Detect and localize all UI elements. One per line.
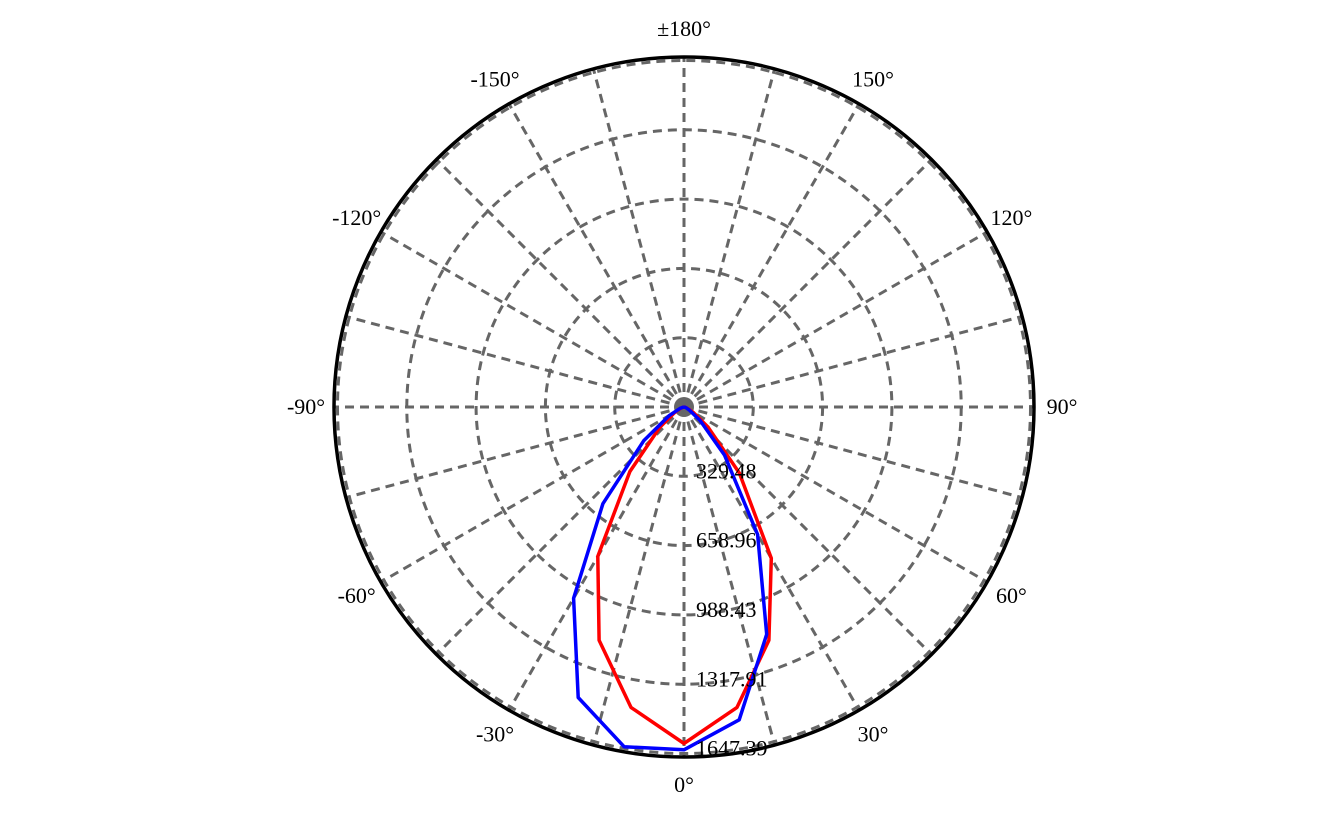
theta-tick-label: -120° xyxy=(332,205,381,230)
spoke-grid-line xyxy=(683,405,1023,500)
spoke-grid-line xyxy=(683,230,988,409)
spoke-grid-line xyxy=(591,68,686,408)
outer-circle xyxy=(332,55,1036,759)
ring-grid-line xyxy=(405,128,963,686)
r-tick-label: 1317.91 xyxy=(696,666,768,691)
ring-grid-line xyxy=(543,266,825,548)
spoke-grid-line xyxy=(682,68,777,408)
theta-tick-label: -150° xyxy=(470,67,519,92)
theta-tick-label: -60° xyxy=(338,583,376,608)
theta-tick-label: 120° xyxy=(990,205,1032,230)
ring-grid-line xyxy=(474,197,894,617)
theta-tick-label: -90° xyxy=(287,394,325,419)
spoke-grid-line xyxy=(683,314,1023,409)
spoke-grid-line xyxy=(507,406,686,711)
curve xyxy=(571,405,769,752)
spoke-grid-line xyxy=(507,103,686,408)
theta-tick-label: -30° xyxy=(476,721,514,746)
r-tick-label: 658.96 xyxy=(696,528,757,553)
r-tick-label: 329.48 xyxy=(696,458,757,483)
spoke-grid-line xyxy=(380,405,685,584)
theta-tick-label: 60° xyxy=(996,583,1027,608)
theta-tick-label: 150° xyxy=(852,67,894,92)
spoke-grid-line xyxy=(682,406,861,711)
spoke-grid-line xyxy=(380,230,685,409)
spoke-grid-line xyxy=(683,405,988,584)
spoke-grid-line xyxy=(682,405,933,656)
spoke-grid-line xyxy=(682,103,861,408)
spoke-grid-line xyxy=(345,405,685,500)
ring-grid-line xyxy=(335,58,1033,756)
r-tick-label: 1647.39 xyxy=(696,736,768,761)
spoke-grid-line xyxy=(682,406,777,746)
spoke-grid-line xyxy=(345,314,685,409)
spoke-grid-line xyxy=(435,405,686,656)
ring-grid-line xyxy=(613,336,755,478)
theta-tick-label: 0° xyxy=(674,772,694,797)
spoke-grid-line xyxy=(682,158,933,409)
theta-tick-label: ±180° xyxy=(657,16,711,41)
spoke-grid-line xyxy=(591,406,686,746)
theta-tick-label: 90° xyxy=(1047,394,1078,419)
theta-tick-label: 30° xyxy=(858,721,889,746)
r-tick-label: 988.43 xyxy=(696,597,757,622)
spoke-grid-line xyxy=(435,158,686,409)
